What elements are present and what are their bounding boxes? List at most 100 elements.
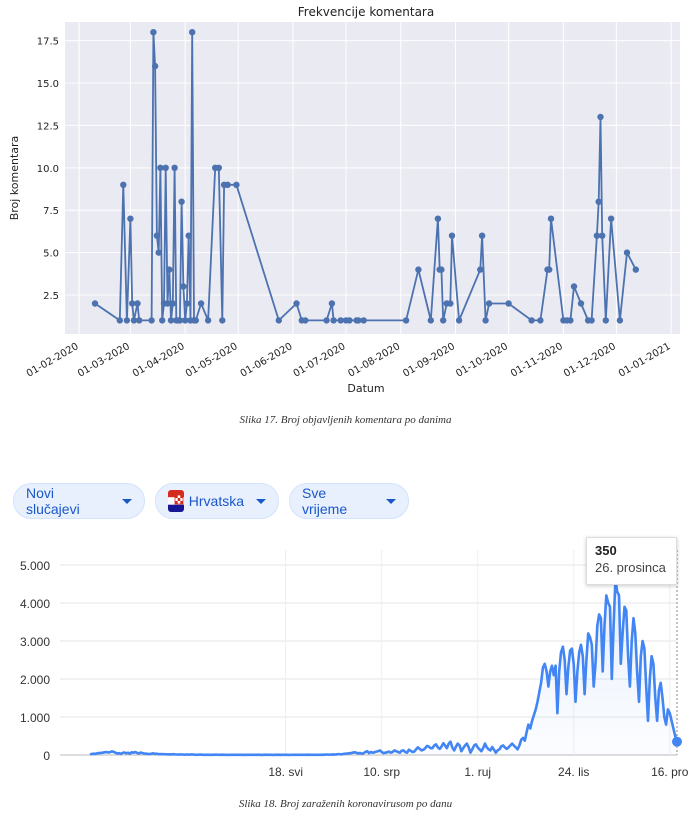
x-tick-label: 01-10-2020: [454, 341, 510, 380]
data-point: [455, 317, 463, 324]
data-point: [120, 181, 127, 188]
data-point: [169, 300, 176, 307]
y-tick-label: 5.0: [43, 249, 59, 260]
x-tick-labels: 18. svi 10. srp 1. ruj 24. lis 16. pro: [268, 765, 688, 779]
data-point: [355, 317, 362, 324]
data-point: [448, 232, 456, 239]
y-tick-label: 10.0: [37, 164, 59, 175]
y-tick-label: 1.000: [20, 711, 50, 725]
y-tick-label: 17.5: [37, 37, 59, 48]
data-point: [176, 317, 184, 324]
x-tick-label: 01-07-2020: [292, 341, 348, 380]
croatia-flag-icon: [168, 490, 184, 512]
data-point: [595, 198, 602, 205]
x-tick-label: 01-09-2020: [401, 341, 457, 380]
x-tick-label: 01-11-2020: [509, 341, 565, 380]
data-point: [215, 164, 222, 171]
data-point: [302, 317, 309, 324]
data-point: [197, 300, 205, 307]
data-point: [127, 215, 134, 222]
data-point: [323, 317, 330, 324]
data-point: [189, 29, 196, 36]
data-point: [167, 317, 175, 324]
y-tick-label: 2.5: [43, 291, 59, 302]
data-point: [182, 317, 189, 324]
cases-area: [90, 580, 677, 755]
y-tick-label: 0: [43, 749, 50, 763]
tooltip-date: 26. prosinca: [595, 560, 666, 575]
data-point: [293, 300, 300, 307]
data-point: [632, 266, 639, 273]
data-point: [157, 164, 164, 171]
data-point: [116, 317, 124, 324]
figure-17-caption: Slika 17. Broj objavljenih komentara po …: [239, 414, 452, 426]
data-point: [402, 317, 410, 324]
y-tick-label: 12.5: [37, 121, 59, 132]
new-cases-dropdown[interactable]: Novi slučajevi: [13, 483, 145, 519]
data-point: [607, 215, 615, 222]
data-point: [616, 317, 624, 324]
data-point: [275, 317, 282, 324]
x-tick-label: 24. lis: [558, 765, 589, 779]
data-point: [233, 181, 240, 188]
gridlines: [65, 22, 680, 334]
data-point: [129, 300, 136, 307]
data-point: [360, 317, 367, 324]
cases-line: [89, 578, 679, 757]
tooltip-value: 350: [595, 543, 617, 558]
data-point: [567, 317, 574, 324]
data-point: [440, 317, 447, 324]
data-point: [623, 249, 631, 256]
data-point: [537, 317, 544, 324]
x-tick-label: 01-12-2020: [562, 341, 618, 380]
x-tick-label: 01-01-2021: [617, 341, 673, 380]
data-point: [185, 232, 192, 239]
caret-down-icon: [122, 498, 132, 504]
data-point: [447, 300, 454, 307]
chart-title: Frekvencije komentara: [298, 5, 434, 19]
x-tick-label: 10. srp: [363, 765, 400, 779]
x-tick-label: 01-03-2020: [76, 341, 132, 380]
country-dropdown[interactable]: Hrvatska: [155, 483, 279, 519]
data-point: [482, 317, 489, 324]
y-axis-label: Broj komentara: [8, 136, 21, 221]
data-point: [162, 164, 169, 171]
x-tick-label: 16. pro: [651, 765, 689, 779]
data-point: [151, 62, 159, 70]
comments-frequency-chart: Frekvencije komentara 2.5 5.0 7.5 10.0 12.5 1…: [8, 5, 680, 395]
chip-label: Hrvatska: [188, 493, 244, 509]
hover-point[interactable]: [672, 736, 682, 747]
x-tick-labels: 01-02-202001-03-202001-04-202001-05-2020…: [25, 341, 673, 380]
data-point: [588, 317, 595, 324]
chart-tooltip: 350 26. prosinca: [586, 537, 677, 585]
data-point: [346, 317, 353, 324]
data-point: [180, 283, 187, 290]
data-point: [547, 215, 555, 222]
data-point: [183, 300, 191, 307]
data-point: [178, 198, 185, 205]
x-axis-label: Datum: [347, 382, 384, 395]
x-tick-label: 01-05-2020: [184, 341, 240, 380]
data-point: [593, 232, 601, 239]
data-point: [415, 266, 422, 273]
data-point: [192, 317, 199, 324]
y-tick-label: 5.000: [20, 559, 50, 573]
data-point: [478, 232, 486, 239]
y-tick-labels: 0 1.000 2.000 3.000 4.000 5.000: [20, 559, 50, 763]
figure-18-caption: Slika 18. Broj zaraženih koronavirusom p…: [238, 798, 453, 810]
y-tick-label: 3.000: [20, 635, 50, 649]
cases-series: [89, 550, 682, 757]
series-line: [91, 29, 639, 324]
data-point: [597, 113, 604, 121]
data-point: [136, 317, 143, 324]
time-range-dropdown[interactable]: Sve vrijeme: [289, 483, 409, 519]
x-tick-label: 1. ruj: [464, 765, 491, 779]
data-point: [505, 300, 512, 307]
x-tick-label: 01-08-2020: [346, 341, 402, 380]
data-point: [123, 317, 131, 324]
y-tick-label: 4.000: [20, 597, 50, 611]
data-point: [602, 317, 609, 324]
data-point: [150, 29, 157, 36]
data-point: [159, 317, 166, 324]
y-tick-label: 7.5: [43, 206, 59, 217]
